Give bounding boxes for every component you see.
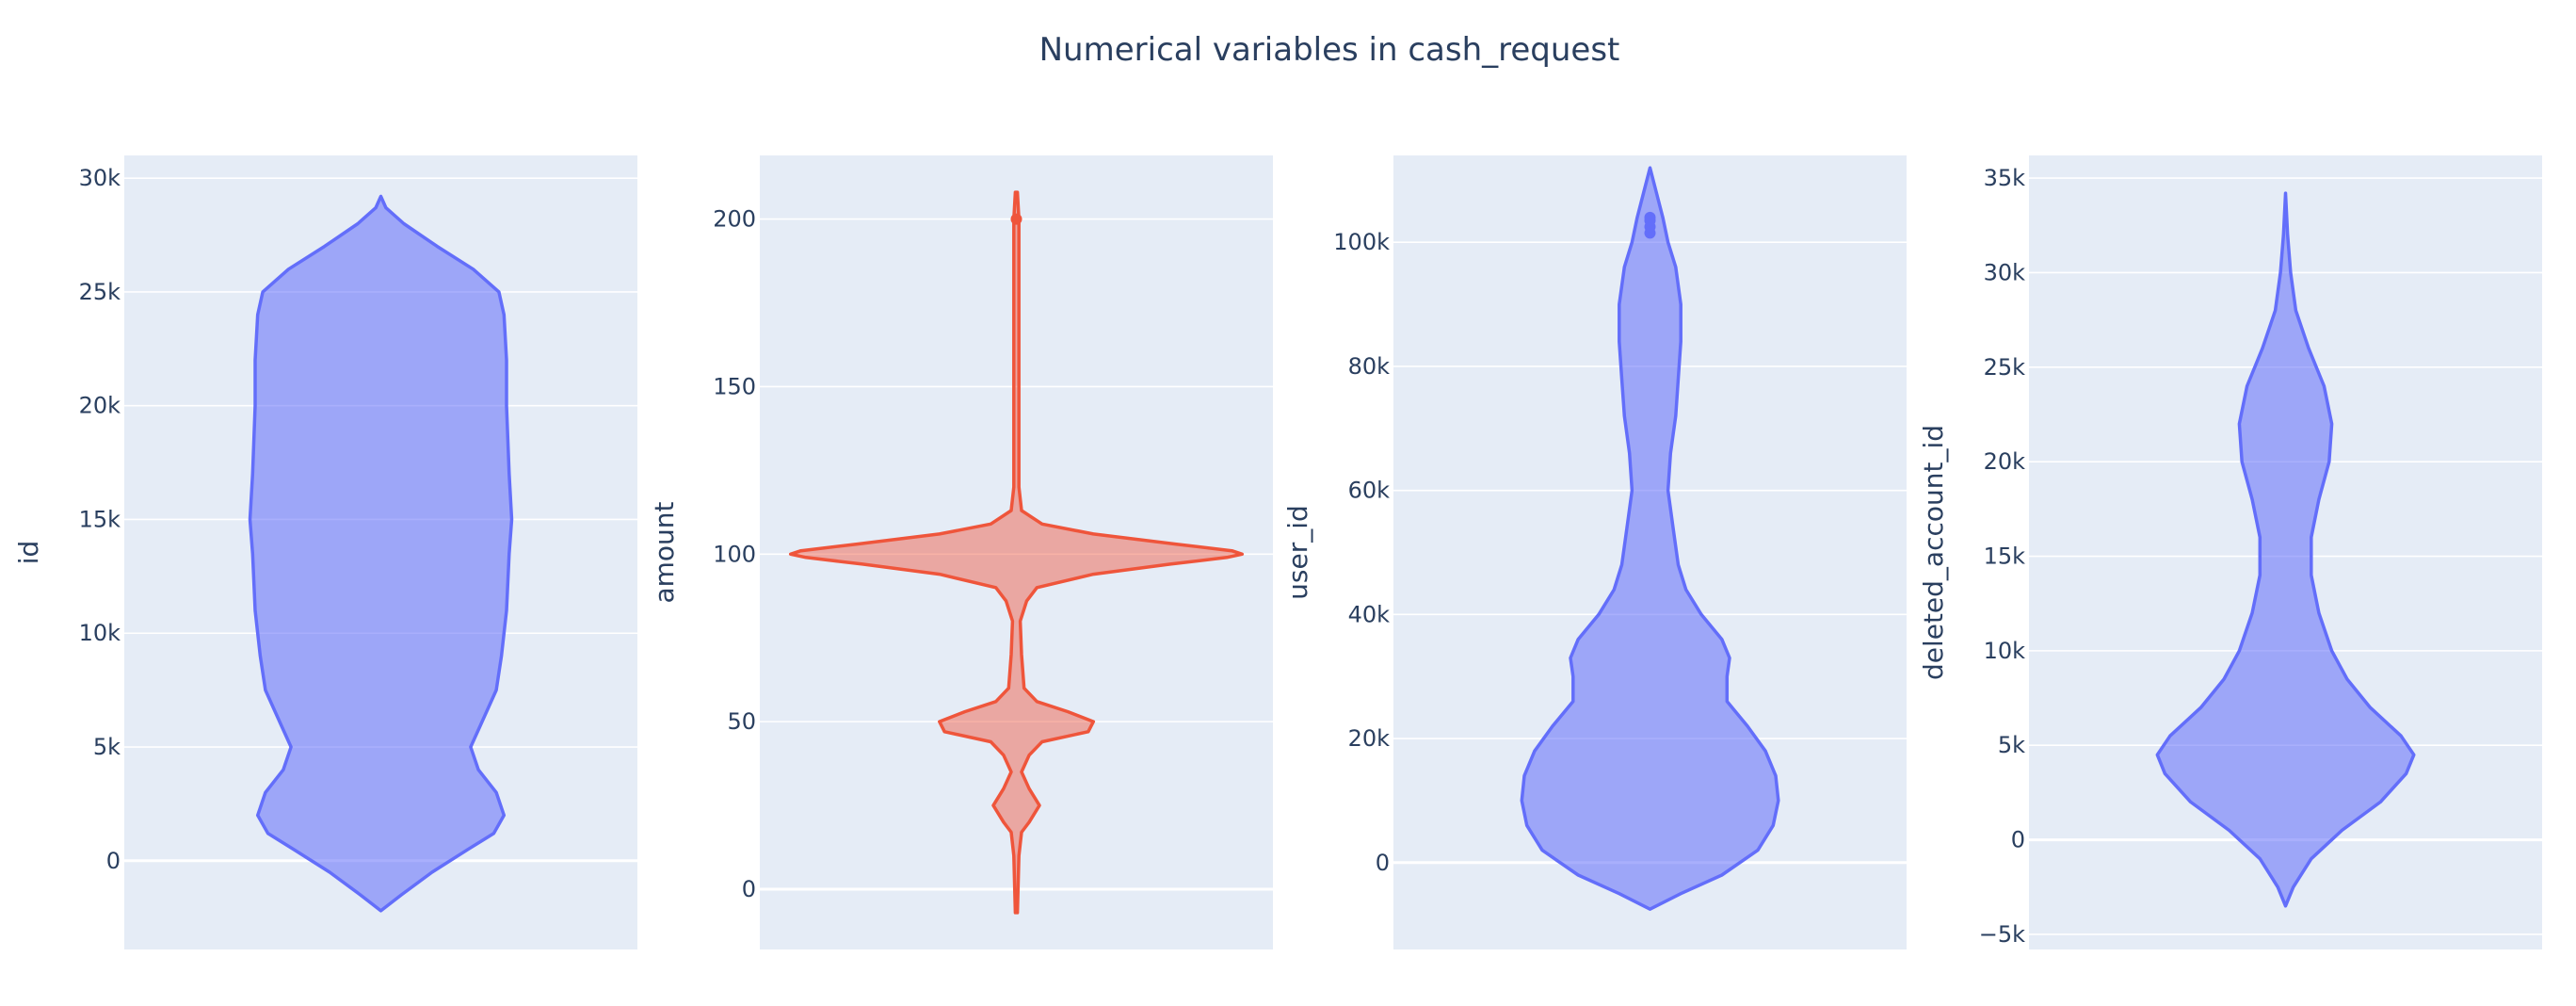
violin-body: [788, 190, 1245, 915]
outlier-point: [1010, 213, 1022, 225]
y-tick-label: 0: [742, 876, 756, 902]
subplot-3: 0 20k 40k 60k 80k 100k user_id: [1282, 155, 1907, 949]
plot-area: [760, 155, 1273, 949]
y-tick-label: 40k: [1348, 601, 1391, 627]
y-tick-label: 5k: [93, 734, 121, 760]
y-tick-label: 25k: [79, 279, 121, 305]
y-tick-label: 15k: [79, 506, 121, 532]
y-tick-label: 10k: [1984, 638, 2026, 664]
y-axis-title: deleted_account_id: [1918, 425, 1949, 680]
y-axis-title: user_id: [1282, 505, 1313, 600]
y-tick-label: 80k: [1348, 353, 1391, 380]
y-tick-label: 20k: [1348, 725, 1391, 752]
y-tick-label: 35k: [1984, 165, 2026, 191]
y-tick-label: 0: [2011, 827, 2025, 853]
y-tick-label: 100k: [1333, 229, 1390, 255]
outlier-point: [1644, 211, 1656, 223]
y-tick-label: 10k: [79, 620, 121, 646]
subplots: 0 5k 10k 15k 20k 25k 30k id 0 50 100 150 200 amount 0 2…: [13, 155, 2542, 949]
subplot-2: 0 50 100 150 200 amount: [649, 155, 1273, 949]
y-tick-label: 0: [106, 848, 121, 874]
y-tick-label: 30k: [1984, 259, 2026, 285]
y-tick-label: 30k: [79, 165, 121, 191]
y-tick-label: −5k: [1979, 921, 2025, 948]
y-tick-label: 100: [713, 541, 756, 567]
subplot-1: 0 5k 10k 15k 20k 25k 30k id: [13, 155, 637, 949]
y-tick-label: 60k: [1348, 478, 1391, 504]
y-tick-label: 20k: [79, 393, 121, 419]
violin-body: [2155, 191, 2416, 908]
y-tick-label: 25k: [1984, 354, 2026, 381]
violin-body: [1520, 166, 1780, 911]
y-tick-label: 15k: [1984, 544, 2026, 570]
y-axis-title: id: [13, 541, 44, 565]
y-tick-label: 150: [713, 373, 756, 399]
violin-body: [248, 194, 514, 913]
y-axis-title: amount: [649, 501, 680, 603]
y-tick-label: 5k: [1998, 732, 2025, 758]
subplot-4: −5k 0 5k 10k 15k 20k 25k 30k 35k deleted_account_…: [1918, 155, 2542, 949]
y-tick-label: 200: [713, 206, 756, 233]
y-tick-label: 50: [727, 708, 756, 735]
y-tick-label: 20k: [1984, 448, 2026, 475]
chart-title: Numerical variables in cash_request: [1039, 31, 1620, 69]
y-tick-label: 0: [1376, 850, 1390, 876]
